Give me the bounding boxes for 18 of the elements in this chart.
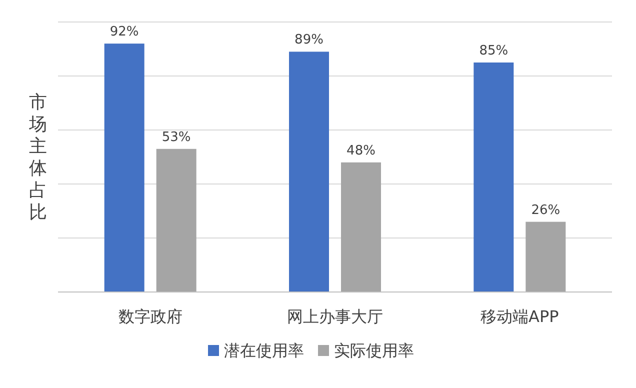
bar [474, 62, 514, 292]
bar [156, 148, 196, 292]
data-label: 92% [110, 24, 139, 40]
data-label: 48% [346, 143, 376, 158]
bar [289, 52, 329, 292]
x-tick-label: 移动端APP [480, 307, 560, 326]
legend-label: 潜在使用率 [224, 341, 304, 360]
data-label: 85% [479, 44, 508, 58]
x-tick-label: 数字政府 [118, 307, 182, 326]
data-label: 53% [162, 130, 191, 145]
data-label: 89% [294, 32, 324, 48]
legend-label: 实际使用率 [334, 341, 414, 360]
data-label: 26% [531, 202, 560, 218]
y-axis-title: 市场主体占比 [28, 92, 47, 223]
bar [526, 222, 566, 292]
bar [341, 162, 381, 292]
x-tick-label: 网上办事大厅 [287, 307, 383, 326]
bar [104, 44, 144, 292]
